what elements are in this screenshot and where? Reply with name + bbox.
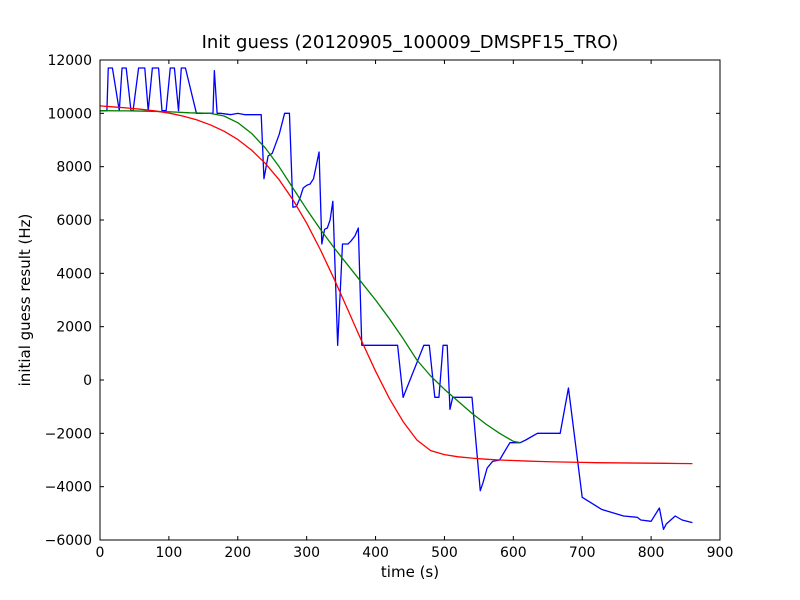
x-tick-label: 300 <box>293 545 320 561</box>
x-tick-label: 800 <box>638 545 665 561</box>
x-tick-label: 500 <box>431 545 458 561</box>
y-tick-label: 10000 <box>47 106 92 122</box>
x-tick-label: 900 <box>707 545 734 561</box>
y-tick-label: −4000 <box>45 480 92 496</box>
y-axis-label: initial guess result (Hz) <box>16 214 34 387</box>
series-layer <box>99 67 693 530</box>
x-tick-label: 400 <box>362 545 389 561</box>
y-tick-label: −2000 <box>45 426 92 442</box>
series-line-2 <box>99 110 521 444</box>
x-tick-label: 0 <box>96 545 105 561</box>
y-tick-label: −6000 <box>45 533 92 549</box>
chart-title: Init guess (20120905_100009_DMSPF15_TRO) <box>202 32 619 53</box>
y-tick-label: 6000 <box>56 213 92 229</box>
series-line-1 <box>100 67 693 530</box>
y-tick-label: 0 <box>83 373 92 389</box>
x-tick-label: 100 <box>156 545 183 561</box>
x-tick-label: 200 <box>224 545 251 561</box>
ticks-layer: 0 100 200 300 400 500 600 700 800 900 −6000 −4000 −2… <box>45 53 734 561</box>
plot-frame <box>99 59 721 541</box>
series-line-3 <box>99 105 693 465</box>
x-tick-label: 600 <box>500 545 527 561</box>
y-tick-label: 12000 <box>47 53 92 69</box>
y-tick-label: 4000 <box>56 266 92 282</box>
y-tick-label: 8000 <box>56 160 92 176</box>
x-tick-label: 700 <box>569 545 596 561</box>
x-axis-label: time (s) <box>381 563 439 581</box>
y-tick-label: 2000 <box>56 320 92 336</box>
